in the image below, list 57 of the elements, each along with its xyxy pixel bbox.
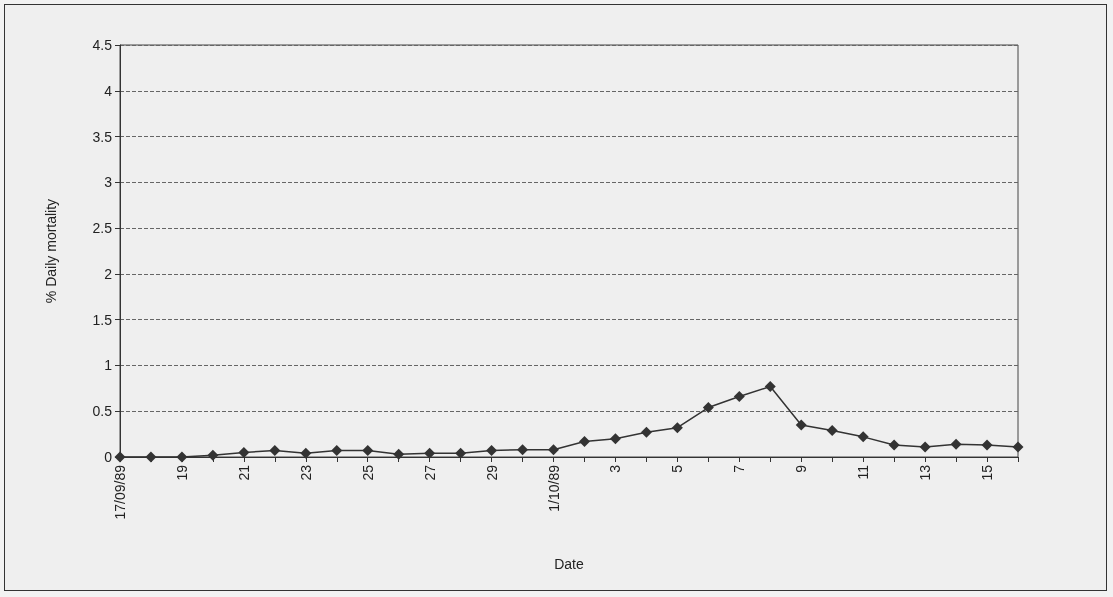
point <box>362 445 374 457</box>
point <box>919 441 931 453</box>
y-tick-label: 0.5 <box>92 403 113 420</box>
point <box>733 391 745 403</box>
point <box>114 451 126 463</box>
point <box>548 444 560 456</box>
x-tick-label: 7 <box>731 464 748 473</box>
x-tick-label: 9 <box>793 464 810 473</box>
x-tick-label: 27 <box>421 464 438 481</box>
y-tick-label: 2.5 <box>92 220 113 237</box>
y-tick-label: 1 <box>104 357 113 374</box>
point <box>300 447 312 459</box>
point <box>238 446 250 458</box>
y-tick-label: 4.5 <box>92 37 113 53</box>
point <box>671 422 683 434</box>
point <box>702 402 714 414</box>
x-tick-label: 5 <box>669 464 686 473</box>
point <box>517 444 529 456</box>
point <box>1012 441 1024 453</box>
x-tick-label: 11 <box>855 464 872 480</box>
y-tick-label: 0 <box>104 449 113 465</box>
point <box>455 447 467 459</box>
point <box>331 445 343 457</box>
point <box>393 448 405 460</box>
y-tick-label: 2 <box>104 265 113 282</box>
x-axis-title: Date <box>554 556 584 572</box>
point <box>145 451 157 463</box>
point <box>888 439 900 451</box>
y-tick-label: 4 <box>104 82 113 99</box>
x-tick-label: 19 <box>173 464 190 481</box>
point <box>981 439 993 451</box>
point <box>764 381 776 392</box>
x-tick-label: 25 <box>359 464 376 481</box>
point <box>176 451 188 463</box>
point <box>424 447 436 459</box>
y-axis-title: % Daily mortality <box>43 198 59 304</box>
point <box>269 445 281 457</box>
point <box>857 431 869 443</box>
point <box>640 426 652 438</box>
x-tick-label: 13 <box>917 464 934 481</box>
y-tick-label: 3.5 <box>92 128 113 145</box>
point <box>578 435 590 447</box>
x-tick-label: 3 <box>607 464 624 473</box>
point <box>609 433 621 445</box>
x-tick-label: 1/10/89 <box>545 464 562 512</box>
x-tick-label: 21 <box>235 464 252 481</box>
x-tick-label: 23 <box>297 464 314 481</box>
y-tick-label: 1.5 <box>92 311 113 328</box>
x-tick-label: 29 <box>483 464 500 481</box>
y-tick-label: 3 <box>104 174 113 191</box>
point <box>795 419 807 431</box>
point <box>486 445 498 457</box>
x-tick-label: 15 <box>979 464 996 481</box>
point <box>207 449 219 461</box>
x-tick-label: 17/09/89 <box>112 464 128 520</box>
point <box>826 424 838 436</box>
point <box>950 438 962 450</box>
